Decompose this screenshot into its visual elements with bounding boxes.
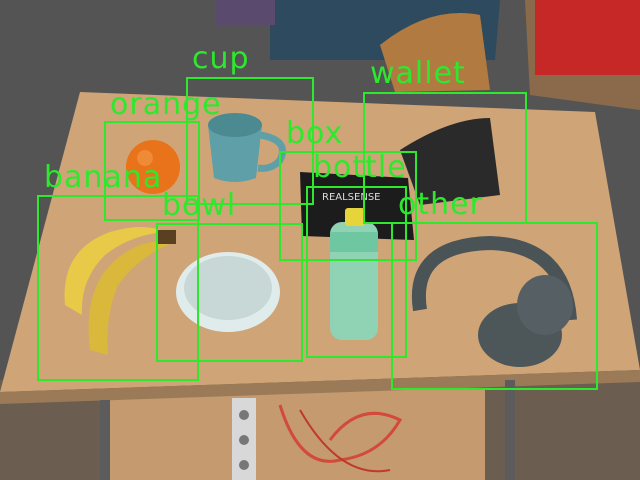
detection-label-wallet: wallet (370, 56, 466, 91)
detection-label-box: box (286, 116, 344, 151)
table-leg-right (505, 380, 515, 480)
outlet-2 (239, 435, 249, 445)
bowl-inside (184, 256, 272, 320)
table-leg-left (100, 400, 110, 480)
detection-box-box (279, 151, 417, 261)
cup-rim (208, 113, 262, 137)
orange-highlight (137, 150, 153, 166)
detection-box-bowl (156, 223, 303, 362)
table-edge (0, 370, 640, 404)
detection-label-bowl: bowl (162, 188, 237, 223)
detection-box-banana (37, 195, 199, 381)
bottle-cap (345, 208, 365, 226)
banana-1 (64, 227, 165, 315)
detection-box-orange (104, 121, 200, 221)
detection-label-orange: orange (110, 87, 222, 122)
detection-label-other: other (398, 187, 483, 222)
headphone-cup-back (517, 275, 573, 335)
chair-purple (215, 0, 275, 25)
banana-2 (88, 240, 175, 355)
wallet-object (400, 118, 500, 205)
box-brand-text: REALSENSE (322, 192, 381, 203)
bottle-label (330, 232, 378, 252)
detection-box-cup (186, 77, 314, 205)
outlet-3 (239, 460, 249, 470)
floor-panel (105, 390, 485, 480)
cup-body (208, 125, 262, 182)
red-object (535, 0, 640, 75)
outlet-1 (239, 410, 249, 420)
red-cable (278, 404, 403, 463)
detection-label-bottle: bottle (313, 150, 407, 185)
detection-label-cup: cup (192, 41, 250, 76)
red-cable-2 (299, 409, 391, 473)
wooden-chair (380, 13, 490, 92)
banana-stem (158, 230, 176, 244)
detection-box-bottle (306, 186, 407, 358)
detection-box-other (391, 222, 598, 390)
detection-label-banana: banana (44, 160, 163, 195)
